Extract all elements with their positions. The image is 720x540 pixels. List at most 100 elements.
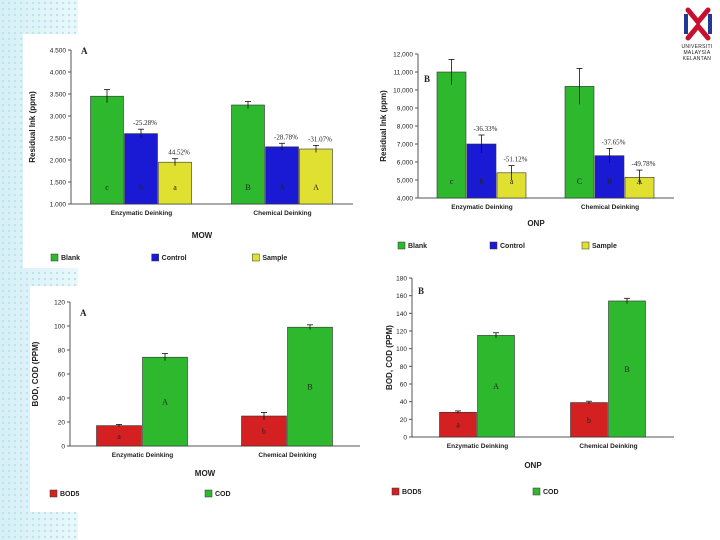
legend-label: BOD5 xyxy=(60,491,80,498)
bar xyxy=(158,161,192,205)
bar-letter-label: a xyxy=(173,183,177,192)
logo-line: MALAYSIA xyxy=(683,50,711,56)
residual-ink-onp-panel: 4,000 5,000 6,000 7,000 8,000 9,000 10,000 11,0… xyxy=(379,48,680,258)
bar-letter-label: A xyxy=(162,398,168,407)
legend-label: Control xyxy=(500,243,525,250)
panel-letter: A xyxy=(80,308,87,318)
bar-letter-label: B xyxy=(624,365,629,374)
legend-label: Sample xyxy=(262,255,287,262)
y-tick-label: 1.500 xyxy=(50,180,67,187)
university-logo xyxy=(678,4,718,76)
y-tick-label: 120 xyxy=(396,329,407,336)
y-tick-label: 3.000 xyxy=(50,114,67,121)
x-axis-label: ONP xyxy=(527,219,545,228)
y-axis-label: Residual Ink (ppm) xyxy=(28,91,37,163)
x-category-label: Chemical Deinking xyxy=(581,204,639,211)
y-tick-label: 4.000 xyxy=(50,70,67,77)
legend-label: Blank xyxy=(61,255,80,262)
y-tick-label: 140 xyxy=(396,311,407,318)
bar xyxy=(299,148,333,205)
legend-label: COD xyxy=(543,489,559,496)
bar-letter-label: b xyxy=(587,416,591,425)
percent-change-label: -36.33% xyxy=(474,125,498,133)
bar-letter-label: B xyxy=(245,183,250,192)
y-tick-label: 120 xyxy=(54,300,65,307)
y-tick-label: 60 xyxy=(400,382,408,389)
bar xyxy=(231,104,265,205)
bar xyxy=(241,415,287,447)
bar xyxy=(439,411,477,438)
y-tick-label: 40 xyxy=(58,396,66,403)
university-name: UNIVERSITI MALAYSIA KELANTAN xyxy=(674,44,720,62)
bod-cod-mow-chart: 0 20 40 60 80 100 120 BOD, COD (PPM) Aa A Enzymati… xyxy=(31,300,360,498)
y-tick-label: 5,000 xyxy=(397,178,414,185)
legend-swatch xyxy=(49,489,58,498)
bar-letter-label: a xyxy=(456,421,460,430)
y-axis-label: BOD, COD (PPM) xyxy=(31,341,40,406)
bar-letter-label: b xyxy=(139,183,143,192)
panel-letter: B xyxy=(424,74,430,84)
bar xyxy=(287,326,333,447)
legend-label: Control xyxy=(162,255,187,262)
legend-swatch xyxy=(252,253,260,262)
y-tick-label: 2.000 xyxy=(50,158,67,165)
bar-letter-label: A xyxy=(493,382,499,391)
y-tick-label: 2.500 xyxy=(50,136,67,143)
y-tick-label: 9,000 xyxy=(397,106,414,113)
logo-mark-icon xyxy=(684,7,712,41)
percent-change-label: -31.07% xyxy=(308,135,332,143)
percent-change-label: -25.28% xyxy=(133,119,157,127)
y-tick-label: 3.500 xyxy=(50,92,67,99)
bar-letter-label: c xyxy=(450,177,454,186)
bar-letter-label: A xyxy=(637,177,643,186)
percent-change-label: -49.78% xyxy=(632,160,656,168)
legend-swatch xyxy=(397,241,406,250)
x-category-label: Enzymatic Deinking xyxy=(447,443,508,450)
y-tick-label: 8,000 xyxy=(397,124,414,131)
bar-letter-label: b xyxy=(262,427,266,436)
y-tick-label: 60 xyxy=(58,372,66,379)
x-category-label: Enzymatic Deinking xyxy=(451,204,512,211)
logo-line: KELANTAN xyxy=(682,56,712,62)
x-axis-label: MOW xyxy=(195,469,216,478)
y-tick-label: 0 xyxy=(403,435,407,442)
bar xyxy=(124,133,158,205)
bar-letter-label: c xyxy=(105,183,109,192)
bar xyxy=(436,71,467,199)
legend-swatch xyxy=(204,489,213,498)
y-tick-label: 20 xyxy=(400,417,408,424)
y-tick-label: 180 xyxy=(396,276,407,283)
x-category-label: Chemical Deinking xyxy=(253,210,311,217)
legend-swatch xyxy=(151,253,159,262)
y-tick-label: 11,000 xyxy=(394,70,414,77)
bar-letter-label: A xyxy=(313,183,319,192)
y-tick-label: 40 xyxy=(400,399,408,406)
bod-cod-onp-chart: 0 20 40 60 80 100 120 140 160 180 BOD, COD (PPM) Ba… xyxy=(385,276,674,496)
x-axis-label: MOW xyxy=(192,231,213,240)
legend-swatch xyxy=(581,241,590,250)
y-tick-label: 10,000 xyxy=(393,88,413,95)
x-category-label: Chemical Deinking xyxy=(258,452,316,459)
bar xyxy=(477,335,515,438)
y-tick-label: 7,000 xyxy=(397,142,414,149)
percent-change-label: -28.78% xyxy=(274,133,298,141)
y-tick-label: 0 xyxy=(61,444,65,451)
y-tick-label: 100 xyxy=(54,324,65,331)
bar-letter-label: a xyxy=(510,177,514,186)
y-axis-label: Residual Ink (ppm) xyxy=(379,90,388,162)
y-tick-label: 160 xyxy=(396,293,407,300)
y-tick-label: 1.000 xyxy=(50,202,67,209)
x-axis-label: ONP xyxy=(524,461,542,470)
y-tick-label: 12,000 xyxy=(393,52,413,59)
bar-letter-label: B xyxy=(307,383,312,392)
residual-ink-mow-chart: 1.000 1.500 2.000 2.500 3.000 3.500 4.000 4.500… xyxy=(28,46,353,262)
panel-letter: B xyxy=(418,286,424,296)
legend-label: BOD5 xyxy=(402,489,422,496)
legend-swatch xyxy=(391,487,400,496)
bar xyxy=(265,146,299,205)
y-tick-label: 20 xyxy=(58,420,66,427)
y-tick-label: 80 xyxy=(58,348,66,355)
legend-label: COD xyxy=(215,491,231,498)
